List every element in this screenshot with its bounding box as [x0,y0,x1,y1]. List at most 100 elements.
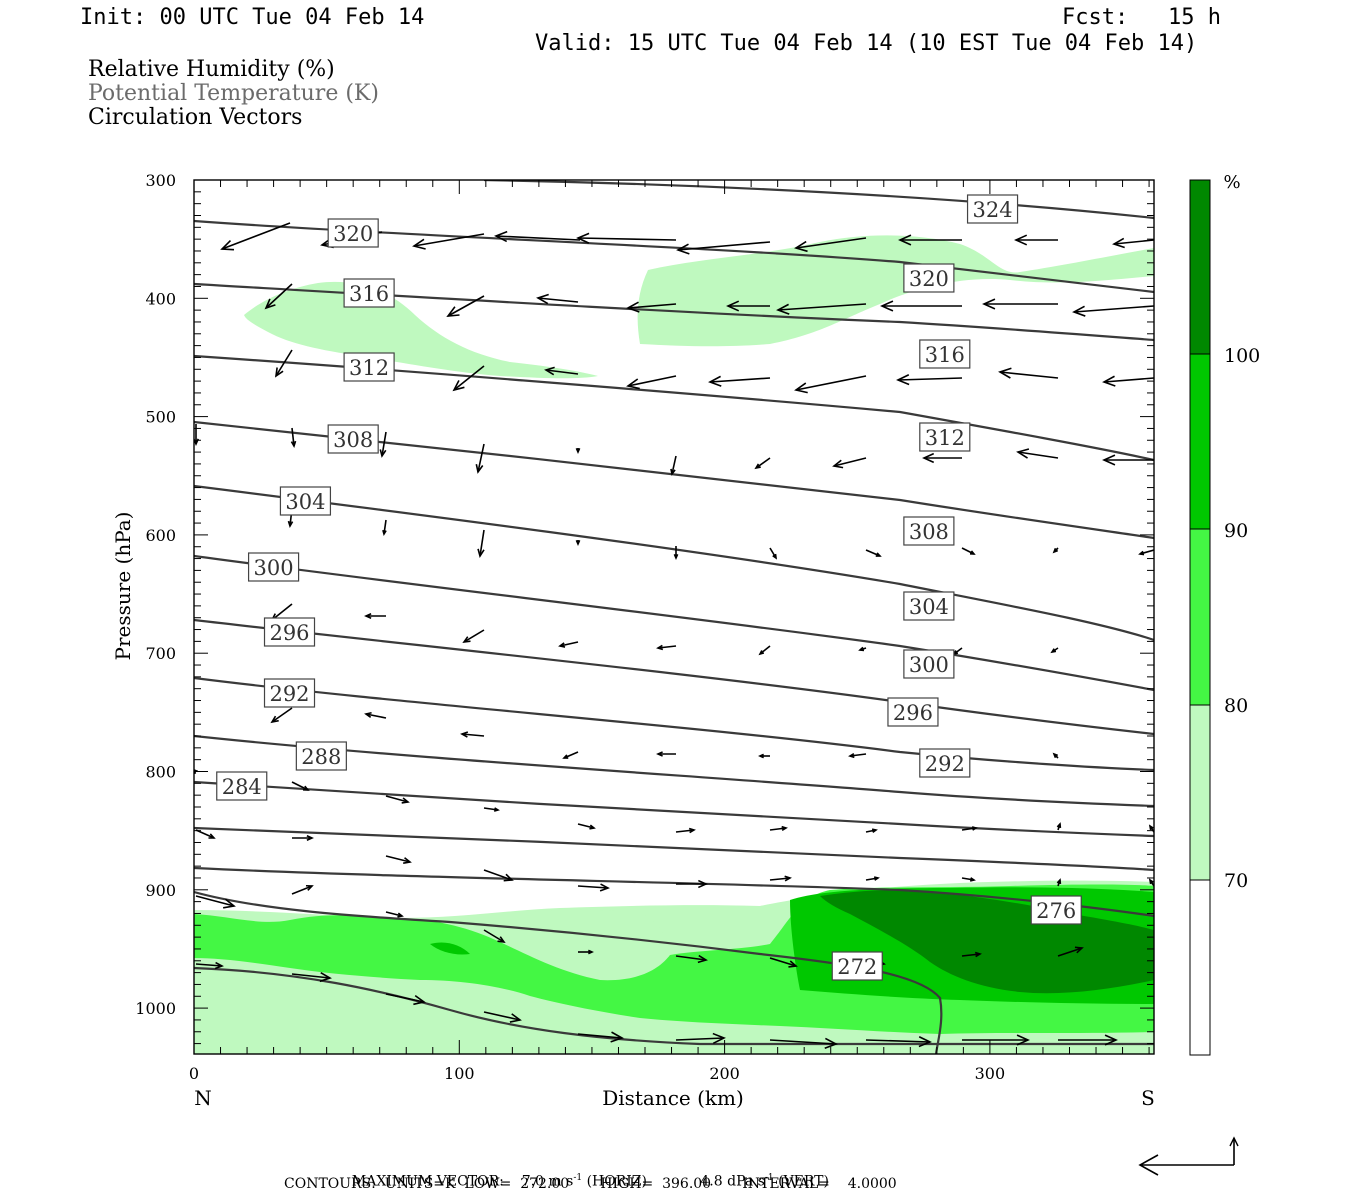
vector-arrow [982,298,1058,310]
contour-info-note: CONTOURS: UNITS=K LOW= 272.00 HIGH= 396.… [284,1176,897,1192]
contour-label-304: 304 [279,486,332,516]
vector-arrow [626,301,677,313]
vector-arrow [865,828,878,833]
colorbar-unit: % [1223,172,1240,193]
vector-arrow [494,230,581,243]
vector-arrow [576,232,677,244]
vector-arrow [483,929,506,944]
x-tick-label: 100 [444,1064,475,1083]
colorbar-100 [1189,179,1211,355]
contour-label-288: 288 [295,741,347,771]
vector-arrow [708,375,771,387]
vector-arrow [475,443,485,474]
theta-contour-line [483,180,1154,220]
vector-arrow [220,222,291,251]
vector-arrow [1056,878,1062,887]
contour-label-text: 284 [222,775,262,799]
vector-arrow [1102,454,1154,466]
contour-label-320: 320 [327,218,379,248]
contour-label-292: 292 [263,678,316,708]
vector-arrow [848,752,867,759]
contour-label-text: 304 [909,595,949,619]
horiz-exponent: -1 [573,1173,583,1183]
vector-arrow [364,711,387,719]
horiz-value: 7.0 m s [521,1173,574,1190]
contour-label-276: 276 [1030,895,1082,925]
vector-arrow [575,540,581,546]
vector-arrow [462,629,485,644]
max-vector-label: MAXIMUM VECTOR: [351,1173,504,1190]
plot-frame [193,179,1155,1055]
y-tick-label: 300 [145,171,176,190]
contour-label-text: 316 [349,282,389,306]
vector-arrow [544,366,579,376]
theta-contour-line [194,554,1154,692]
vector-arrow [446,295,485,317]
colorbar-level-label: 100 [1224,345,1260,367]
vert-tag: (VERT) [778,1173,829,1190]
vector-arrow [961,877,976,882]
vector-arrow [460,731,485,738]
ref-vert-head [1229,1136,1239,1147]
vector-arrow [536,293,579,305]
field-rh-label: Relative Humidity (%) [88,57,335,82]
vector-arrow [1052,547,1059,554]
vector-arrow [794,237,867,253]
vector-arrow [1016,448,1059,459]
vector-arrow [270,707,293,724]
vector-arrow [626,375,677,390]
vector-arrow [794,375,867,394]
valid-time: Valid: 15 UTC Tue 04 Feb 14 (10 EST Tue … [535,31,1198,56]
vector-arrow [858,646,867,652]
x-tick-label: 300 [975,1064,1006,1083]
contour-label-324: 324 [966,194,1019,224]
vector-arrow [477,529,485,558]
contour-label-text: 320 [909,267,949,291]
y-tick-label: 900 [145,881,176,900]
x-axis-label: Distance (km) [602,1086,744,1110]
theta-contour-line [194,780,1154,838]
contour-label-text: 312 [349,356,389,380]
vector-arrow [961,951,982,958]
vert-exponent: -1 [764,1173,774,1183]
contour-label-text: 300 [254,556,294,580]
vector-arrow [1058,1034,1118,1046]
vector-arrow [274,349,293,378]
y-tick-label: 800 [145,763,176,782]
x-tick-label: 200 [709,1064,740,1083]
contour-label-text: 312 [925,426,965,450]
vector-arrow [483,807,500,812]
vector-arrow [264,283,293,310]
vector-arrow [726,300,770,312]
rh70-pocket [528,909,669,966]
vector-arrow [769,547,778,560]
theta-contour-line [194,826,1154,872]
contour-label-text: 276 [1036,899,1076,923]
contour-label-300: 300 [247,552,300,582]
vector-arrow [1102,375,1154,387]
y-tick-label: 400 [145,289,176,308]
contour-label-300: 300 [903,649,955,679]
rh70-upper-right [637,235,1154,347]
contour-label-text: 300 [909,653,949,677]
vector-arrow [675,827,696,834]
contour-label-312: 312 [919,422,971,452]
vector-arrow [452,365,485,392]
theta-contour-line [194,618,1154,736]
vector-arrow [385,993,426,1006]
vector-arrow [673,546,679,560]
vert-value: 4.8 dPa s [700,1173,765,1190]
vector-arrow [865,549,882,557]
north-end-label: N [194,1086,212,1110]
vector-arrow [675,954,708,964]
y-tick-label: 600 [145,526,176,545]
theta-contour-line [194,890,943,1054]
vector-arrow [1072,305,1154,317]
theta-contour-line [194,676,1154,772]
contour-label-320: 320 [903,263,955,293]
vector-arrow [670,455,677,476]
vector-arrow [1052,752,1059,759]
vector-arrow [292,834,314,842]
vector-arrow [998,367,1059,379]
